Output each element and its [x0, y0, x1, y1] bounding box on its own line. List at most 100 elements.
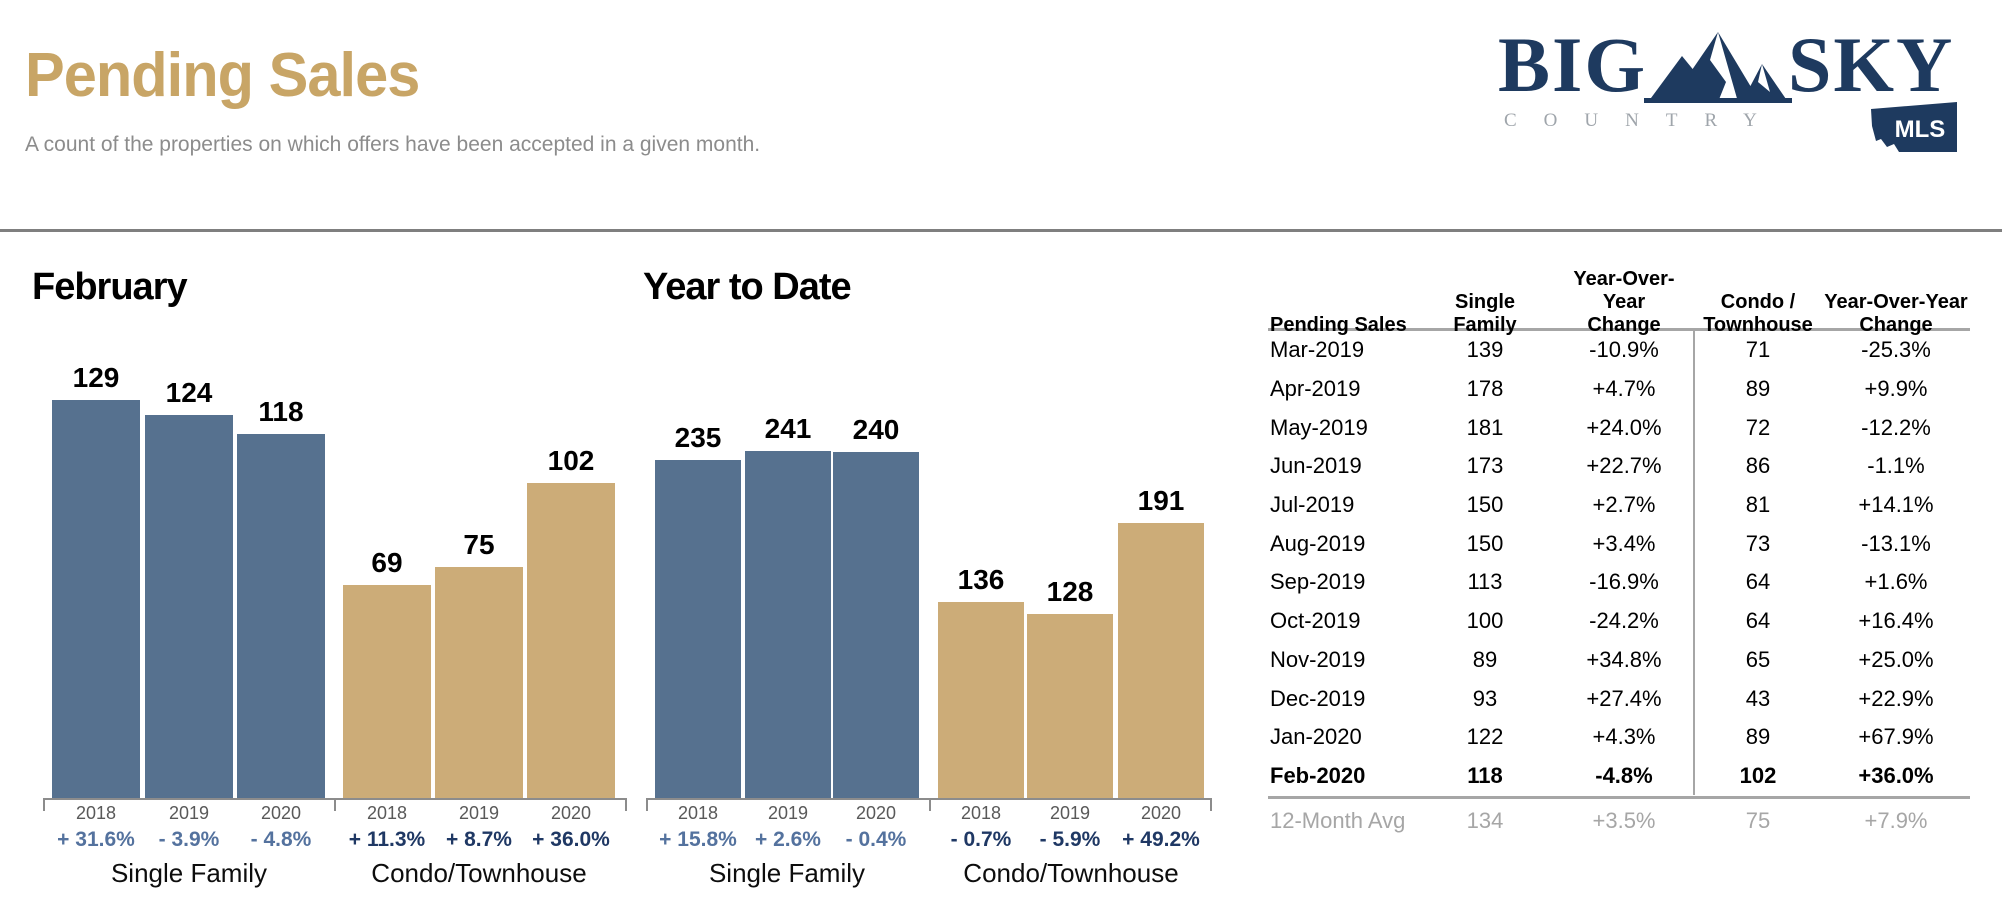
table-cell: 118: [1467, 762, 1503, 788]
bar-change-label: + 49.2%: [1122, 828, 1200, 851]
bar-year-label: 2019: [168, 803, 210, 823]
page-subtitle: A count of the properties on which offer…: [25, 133, 761, 156]
table-cell: 102: [1739, 762, 1777, 788]
table-cell: +22.7%: [1586, 453, 1662, 479]
table-cell: 73: [1745, 530, 1771, 556]
table-cell: 113: [1467, 569, 1503, 595]
table-header-row: Pending Sales Single Family Year-Over-Year…: [1268, 268, 1970, 336]
x-axis-tick: [625, 798, 627, 811]
logo-country-text: COUNTRY: [1504, 110, 1784, 131]
table-column-header: Year-Over-Year Change: [1824, 291, 1968, 336]
chart-title: February: [32, 266, 188, 308]
table-cell: -12.2%: [1861, 414, 1931, 440]
table-cell: 181: [1466, 414, 1504, 440]
chart-title: Year to Date: [643, 266, 852, 308]
bar-change-label: - 0.7%: [950, 828, 1012, 851]
bar-change-label: + 8.7%: [446, 828, 512, 851]
group-label: Condo/Townhouse: [963, 858, 1179, 888]
bar: [1027, 614, 1113, 798]
table-cell: +16.4%: [1858, 608, 1934, 634]
table-cell: -16.9%: [1589, 569, 1659, 595]
table-cell: -10.9%: [1589, 337, 1659, 363]
table-cell: 89: [1745, 724, 1771, 750]
table-cell: 64: [1745, 569, 1771, 595]
chart-plot-area: 129 124 118 69 75 102: [43, 330, 627, 798]
table-footer-cell: +7.9%: [1864, 808, 1928, 834]
chart-year-to-date: Year to Date 235 241 240 136 128 191 2018 + 15.8…: [643, 250, 1212, 906]
table-cell: 65: [1745, 646, 1771, 672]
table-row: Feb-2020 118 -4.8% 102 +36.0%: [1268, 757, 1970, 796]
bar-value-label: 124: [165, 377, 213, 408]
table-cell: 89: [1472, 646, 1498, 672]
x-axis-tick: [334, 798, 336, 811]
table-row: Oct-2019 100 -24.2% 64 +16.4%: [1268, 602, 1970, 641]
table-footer-cell: 12-Month Avg: [1270, 808, 1406, 834]
table-vertical-divider: [1693, 331, 1695, 795]
table-cell: Sep-2019: [1270, 569, 1366, 595]
bar-value-label: 118: [258, 396, 304, 427]
table-cell: +4.7%: [1592, 376, 1656, 402]
table-cell: +4.3%: [1592, 724, 1656, 750]
group-label: Single Family: [708, 858, 866, 888]
bar-change-label: + 31.6%: [57, 828, 135, 851]
bar-year-label: 2020: [550, 803, 592, 823]
x-axis-tick: [929, 798, 931, 811]
table-row: Jul-2019 150 +2.7% 81 +14.1%: [1268, 486, 1970, 525]
table-row: Sep-2019 113 -16.9% 64 +1.6%: [1268, 563, 1970, 602]
bar-value-label: 129: [72, 362, 120, 393]
bar-year-label: 2018: [75, 803, 117, 823]
table-cell: 173: [1466, 453, 1504, 479]
bar-value-label: 69: [371, 547, 403, 578]
table-cell: +14.1%: [1858, 492, 1934, 518]
bar-value-label: 191: [1137, 485, 1185, 516]
table-cell: May-2019: [1270, 414, 1368, 440]
group-label: Single Family: [110, 858, 268, 888]
mountain-icon: [1644, 32, 1792, 103]
table-cell: -1.1%: [1867, 453, 1925, 479]
bar-year-label: 2019: [458, 803, 500, 823]
table-footer-separator: [1268, 796, 1970, 800]
big-sky-mls-logo: BIG SKY COUNTRY MLS: [1490, 18, 1980, 152]
bar: [1118, 523, 1204, 798]
mls-badge-text: MLS: [1895, 116, 1946, 143]
table-cell: -24.2%: [1589, 608, 1659, 634]
bar-change-label: - 5.9%: [1039, 828, 1101, 851]
bar-value-label: 136: [957, 564, 1005, 595]
table-cell: 122: [1466, 724, 1504, 750]
table-cell: 139: [1466, 337, 1504, 363]
table-cell: 86: [1745, 453, 1771, 479]
chart-february: February 129 124 118 69 75 102 2018 + 31.6% 2019 -…: [32, 250, 627, 906]
bar-value-label: 240: [852, 414, 900, 445]
table-body: Mar-2019 139 -10.9% 71 -25.3% Apr-2019 178 +4.7…: [1268, 331, 1970, 795]
bar-year-label: 2019: [767, 803, 809, 823]
table-cell: 100: [1466, 608, 1504, 634]
bar-value-label: 241: [764, 413, 812, 444]
table-cell: +22.9%: [1858, 685, 1934, 711]
table-row: Mar-2019 139 -10.9% 71 -25.3%: [1268, 331, 1970, 370]
bar: [343, 585, 431, 798]
bar-change-label: + 36.0%: [532, 828, 610, 851]
bar-year-label: 2018: [960, 803, 1002, 823]
table-cell: -13.1%: [1861, 530, 1931, 556]
bar-change-label: + 15.8%: [659, 828, 737, 851]
bar-year-label: 2018: [677, 803, 719, 823]
table-cell: Dec-2019: [1270, 685, 1366, 711]
bar-year-label: 2020: [1140, 803, 1182, 823]
bar-change-label: + 2.6%: [755, 828, 821, 851]
table-cell: Jun-2019: [1270, 453, 1362, 479]
table-cell: +34.8%: [1586, 646, 1662, 672]
chart-plot-area: 235 241 240 136 128 191: [646, 330, 1212, 798]
bar-change-label: + 11.3%: [348, 828, 426, 851]
table-cell: 71: [1745, 337, 1771, 363]
bar-year-label: 2020: [260, 803, 302, 823]
table-footer-row: 12-Month Avg 134 +3.5% 75 +7.9%: [1268, 799, 1970, 843]
bar-value-label: 128: [1046, 576, 1094, 607]
table-cell: Jan-2020: [1270, 724, 1362, 750]
table-column-header: Pending Sales: [1270, 314, 1407, 336]
bar: [237, 434, 325, 798]
bar-year-label: 2019: [1049, 803, 1091, 823]
table-cell: 93: [1472, 685, 1498, 711]
table-cell: +2.7%: [1592, 492, 1656, 518]
bar-change-label: - 3.9%: [158, 828, 220, 851]
bar-value-label: 75: [463, 529, 495, 560]
